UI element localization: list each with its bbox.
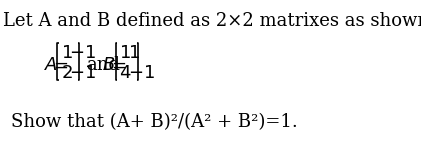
Text: $1$: $1$ [61,44,72,62]
Text: and: and [86,56,120,74]
Text: $4$: $4$ [119,64,131,82]
Text: $B$: $B$ [102,56,116,74]
Text: Let A and B defined as 2×2 matrixes as shown below (10 pts):: Let A and B defined as 2×2 matrixes as s… [3,12,421,30]
Text: $1$: $1$ [119,44,131,62]
Text: $2$: $2$ [61,64,72,82]
Text: $-1$: $-1$ [69,44,96,62]
Text: $1$: $1$ [128,44,140,62]
Text: $-1$: $-1$ [69,64,96,82]
Text: $-1$: $-1$ [128,64,155,82]
Text: $=$: $=$ [108,56,127,74]
Text: $=$: $=$ [50,56,69,74]
Text: $A$: $A$ [44,56,58,74]
Text: Show that (A+ B)²/(A² + B²)=1.: Show that (A+ B)²/(A² + B²)=1. [11,113,298,131]
